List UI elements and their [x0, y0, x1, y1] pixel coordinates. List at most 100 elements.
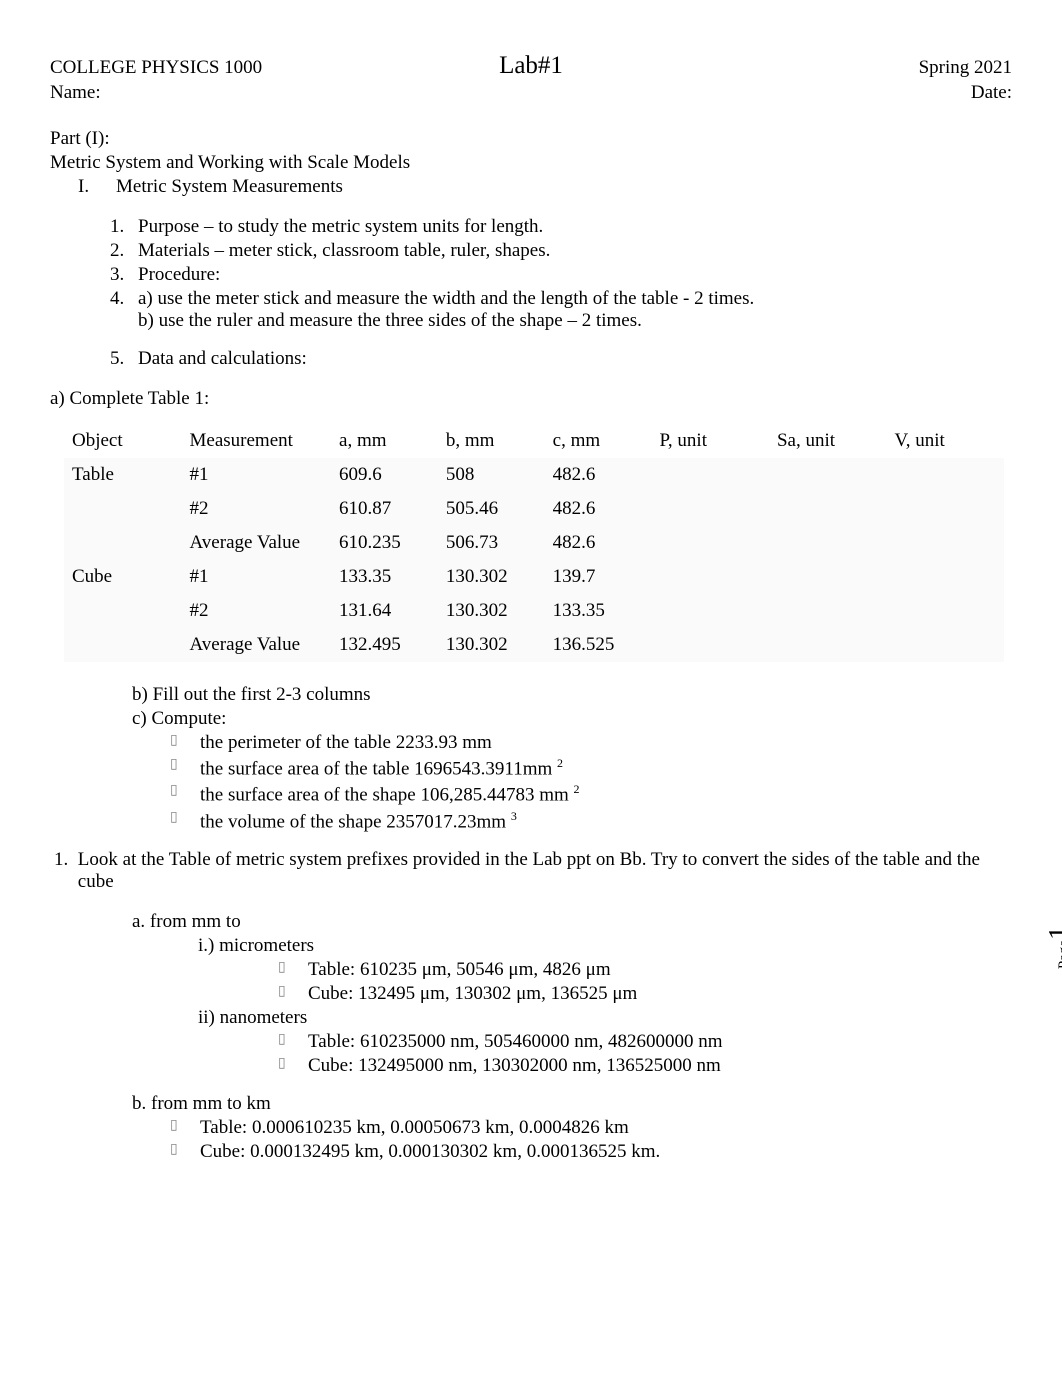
bullet-item: ▯the surface area of the table 1696543.3…: [170, 756, 1012, 780]
table-row: Table#1609.6508482.6: [64, 458, 1004, 492]
table-header: V, unit: [886, 424, 1004, 458]
page-number: Page1: [1044, 926, 1062, 969]
table-cell: #1: [182, 560, 332, 594]
bullet-item: ▯Cube: 132495000 nm, 130302000 nm, 13652…: [278, 1055, 1012, 1077]
bullet-icon: ▯: [278, 1031, 308, 1053]
table-cell: 482.6: [545, 526, 652, 560]
bullet-text: the perimeter of the table 2233.93 mm: [200, 732, 492, 754]
table-cell: [886, 458, 1004, 492]
table-cell: [64, 628, 182, 662]
item-subtext: b) use the ruler and measure the three s…: [138, 310, 754, 332]
bullet-icon: ▯: [278, 1055, 308, 1077]
roman-numeral: I.: [78, 176, 116, 198]
date-label: Date:: [971, 82, 1012, 104]
table-header: P, unit: [651, 424, 769, 458]
question-1: 1. Look at the Table of metric system pr…: [54, 849, 1012, 893]
q1-text: Look at the Table of metric system prefi…: [78, 849, 1012, 893]
bullet-icon: ▯: [170, 1141, 200, 1163]
bullet-text: Table: 610235 μm, 50546 μm, 4826 μm: [308, 959, 611, 981]
item-number: 1.: [110, 216, 138, 238]
bullet-item: ▯Cube: 0.000132495 km, 0.000130302 km, 0…: [170, 1141, 1012, 1163]
table-cell: 508: [438, 458, 545, 492]
table-cell: 130.302: [438, 628, 545, 662]
table-cell: 139.7: [545, 560, 652, 594]
table-cell: [64, 526, 182, 560]
table-header: b, mm: [438, 424, 545, 458]
section-a-label: a. from mm to: [132, 911, 1012, 933]
table-cell: Table: [64, 458, 182, 492]
table-cell: [651, 628, 769, 662]
table-row: Cube#1133.35130.302139.7: [64, 560, 1004, 594]
table-cell: 482.6: [545, 458, 652, 492]
item-number: 2.: [110, 240, 138, 262]
data-table: Object Measurement a, mm b, mm c, mm P, …: [64, 424, 1004, 662]
table-cell: 610.235: [331, 526, 438, 560]
table-cell: [769, 594, 887, 628]
bullet-icon: ▯: [170, 756, 200, 780]
bullet-item: ▯Table: 610235000 nm, 505460000 nm, 4826…: [278, 1031, 1012, 1053]
table-cell: [886, 492, 1004, 526]
table-row: Average Value132.495130.302136.525: [64, 628, 1004, 662]
table-cell: 506.73: [438, 526, 545, 560]
name-date-row: Name: Date:: [50, 82, 1012, 104]
name-label: Name:: [50, 82, 101, 104]
list-item: 1. Purpose – to study the metric system …: [110, 216, 1012, 238]
table-cell: 609.6: [331, 458, 438, 492]
item-text: a) use the meter stick and measure the w…: [138, 288, 754, 310]
table-cell: [886, 594, 1004, 628]
table-cell: 133.35: [545, 594, 652, 628]
item-text: Purpose – to study the metric system uni…: [138, 216, 543, 238]
bullet-text: Table: 610235000 nm, 505460000 nm, 48260…: [308, 1031, 723, 1053]
table-header: Object: [64, 424, 182, 458]
table-cell: #2: [182, 492, 332, 526]
table-cell: [769, 628, 887, 662]
bullet-item: ▯Cube: 132495 μm, 130302 μm, 136525 μm: [278, 983, 1012, 1005]
micrometers-list: ▯Table: 610235 μm, 50546 μm, 4826 μm▯Cub…: [278, 959, 1012, 1005]
bullet-text: Cube: 132495000 nm, 130302000 nm, 136525…: [308, 1055, 721, 1077]
table-cell: [769, 560, 887, 594]
bullet-text: Cube: 0.000132495 km, 0.000130302 km, 0.…: [200, 1141, 660, 1163]
q1-number: 1.: [54, 849, 78, 893]
page-num-value: 1: [1044, 926, 1062, 940]
section-a-ii-label: ii) nanometers: [198, 1007, 1012, 1029]
table-cell: Average Value: [182, 526, 332, 560]
bullet-item: ▯the volume of the shape 2357017.23mm 3: [170, 809, 1012, 833]
table-cell: 130.302: [438, 594, 545, 628]
bullet-icon: ▯: [170, 732, 200, 754]
table-cell: 482.6: [545, 492, 652, 526]
page-label: Page: [1056, 940, 1062, 969]
bullet-text: the volume of the shape 2357017.23mm 3: [200, 809, 517, 833]
table-row: Average Value610.235506.73482.6: [64, 526, 1004, 560]
table-cell: [769, 492, 887, 526]
item-text: Materials – meter stick, classroom table…: [138, 240, 550, 262]
section-a-i-label: i.) micrometers: [198, 935, 1012, 957]
km-list: ▯Table: 0.000610235 km, 0.00050673 km, 0…: [170, 1117, 1012, 1163]
part-subtitle: Metric System and Working with Scale Mod…: [50, 152, 1012, 174]
table-row: #2610.87505.46482.6: [64, 492, 1004, 526]
list-item: 3. Procedure:: [110, 264, 1012, 286]
list-item: 4. a) use the meter stick and measure th…: [110, 288, 1012, 332]
term: Spring 2021: [691, 57, 1012, 79]
item-number: 5.: [110, 348, 138, 370]
table-cell: Cube: [64, 560, 182, 594]
table-cell: [651, 458, 769, 492]
sub-c: c) Compute:: [132, 708, 1012, 730]
table-cell: [769, 526, 887, 560]
bullet-item: ▯the surface area of the shape 106,285.4…: [170, 782, 1012, 806]
table-header: Measurement: [182, 424, 332, 458]
roman-text: Metric System Measurements: [116, 176, 343, 198]
bullet-icon: ▯: [170, 782, 200, 806]
table-cell: 505.46: [438, 492, 545, 526]
bullet-item: ▯the perimeter of the table 2233.93 mm: [170, 732, 1012, 754]
table-cell: #2: [182, 594, 332, 628]
bullet-icon: ▯: [170, 1117, 200, 1139]
table-cell: 133.35: [331, 560, 438, 594]
table-cell: 131.64: [331, 594, 438, 628]
table-header-row: Object Measurement a, mm b, mm c, mm P, …: [64, 424, 1004, 458]
bullet-text: Cube: 132495 μm, 130302 μm, 136525 μm: [308, 983, 637, 1005]
list-item: 5. Data and calculations:: [110, 348, 1012, 370]
table-cell: Average Value: [182, 628, 332, 662]
bullet-icon: ▯: [278, 983, 308, 1005]
table-label: a) Complete Table 1:: [50, 388, 1012, 410]
table-cell: [651, 594, 769, 628]
